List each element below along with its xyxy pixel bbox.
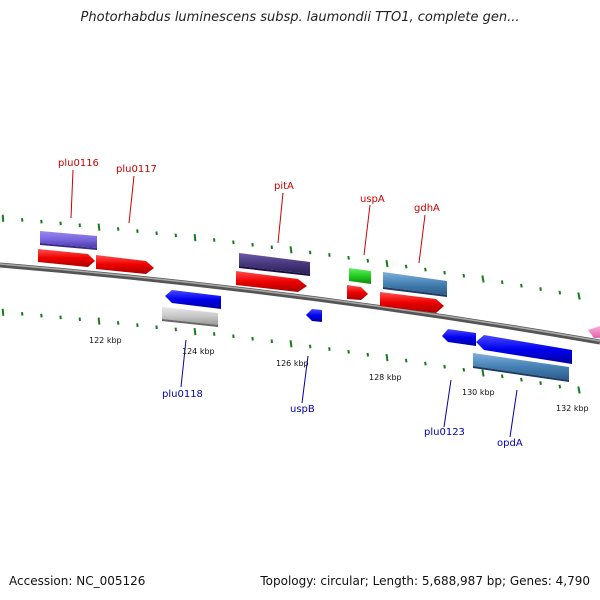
scale-labels: 122 kbp 124 kbp 126 kbp 128 kbp 130 kbp … [89,336,589,413]
upper-track-tick [558,290,562,295]
label-plu0116[interactable]: plu0116 [58,158,99,169]
leader-lines [70,169,518,438]
gene-opdA-arrow[interactable] [476,335,572,364]
upper-track-tick [462,273,466,278]
label-pitA[interactable]: pitA [274,181,294,192]
lower-track-tick [366,352,370,357]
gene-plu0123-arrow[interactable] [442,329,476,346]
gene-uspA-arrow[interactable] [347,285,368,300]
label-gdhA[interactable]: gdhA [414,203,440,214]
upper-track-tick [289,246,293,254]
upper-track-tick [97,223,101,231]
lower-track-tick [424,361,427,366]
gene-gdhA-arrow[interactable] [380,292,444,313]
accession-label: Accession: NC_005126 [9,574,146,588]
lower-track-tick [404,358,408,363]
upper-track-tick [404,264,408,269]
lower-track-tick [577,386,581,394]
gene-gdhA-bar[interactable] [383,272,447,297]
scale-label-126: 126 kbp [276,359,309,368]
label-plu0118[interactable]: plu0118 [162,389,203,400]
lower-track-tick [443,364,446,369]
scale-label-128: 128 kbp [369,373,402,382]
upper-track-tick [443,270,446,275]
upper-track-tick [500,280,504,285]
upper-tick-track [1,214,581,300]
map-title: Photorhabdus luminescens subsp. laumondi… [80,10,520,25]
backbone [0,262,600,345]
lower-track-tick [558,384,562,389]
upper-track-tick [347,255,350,260]
scale-label-132: 132 kbp [556,404,589,413]
forward-genes [38,231,600,338]
lower-track-tick [1,308,5,316]
genome-stats-label: Topology: circular; Length: 5,688,987 bp… [260,574,590,588]
gene-uspA-bar[interactable] [349,268,371,284]
upper-track-tick [424,267,427,272]
label-uspA[interactable]: uspA [360,194,385,205]
gene-plu0116-bar[interactable] [40,231,97,250]
gene-pitA-bar[interactable] [239,253,310,276]
upper-track-tick [193,233,197,242]
gene-partial-pink[interactable] [588,326,600,338]
lower-tick-track [1,308,581,394]
upper-track-tick [481,275,485,283]
upper-track-tick [539,287,542,291]
lower-track-tick [462,367,466,372]
reverse-genes [162,290,572,382]
gene-plu0116-arrow[interactable] [38,249,95,267]
upper-track-tick [366,258,370,263]
upper-track-tick [520,283,523,288]
lower-track-tick [385,353,389,362]
scale-label-122: 122 kbp [89,336,122,345]
lower-track-tick [97,317,101,325]
lower-track-tick [193,327,197,336]
lower-track-tick [520,377,523,382]
upper-track-tick [577,292,581,300]
label-uspB[interactable]: uspB [290,404,315,415]
gene-plu0118-bar[interactable] [162,307,218,327]
upper-track-tick [385,259,389,268]
gene-plu0118-arrow[interactable] [165,290,221,309]
gene-labels: plu0116 plu0117 pitA uspA gdhA plu0118 u… [58,158,523,449]
lower-track-tick [481,369,485,377]
lower-track-tick [539,381,542,385]
scale-label-130: 130 kbp [462,388,495,397]
gene-uspB-arrow[interactable] [306,309,322,322]
lower-track-tick [347,349,350,354]
gene-pitA-arrow[interactable] [236,271,307,292]
lower-track-tick [289,340,293,348]
label-plu0123[interactable]: plu0123 [424,427,465,438]
label-opdA[interactable]: opdA [497,438,523,449]
lower-track-tick [500,374,504,379]
scale-label-124: 124 kbp [182,347,215,356]
upper-track-tick [1,214,5,222]
gene-opdA-bar[interactable] [473,353,569,382]
gene-plu0117-arrow[interactable] [96,255,154,274]
label-plu0117[interactable]: plu0117 [116,164,157,175]
